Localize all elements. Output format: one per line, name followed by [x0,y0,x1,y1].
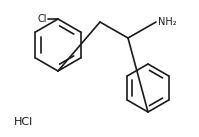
Text: HCl: HCl [14,117,33,127]
Text: NH₂: NH₂ [158,17,177,27]
Text: Cl: Cl [37,14,47,24]
